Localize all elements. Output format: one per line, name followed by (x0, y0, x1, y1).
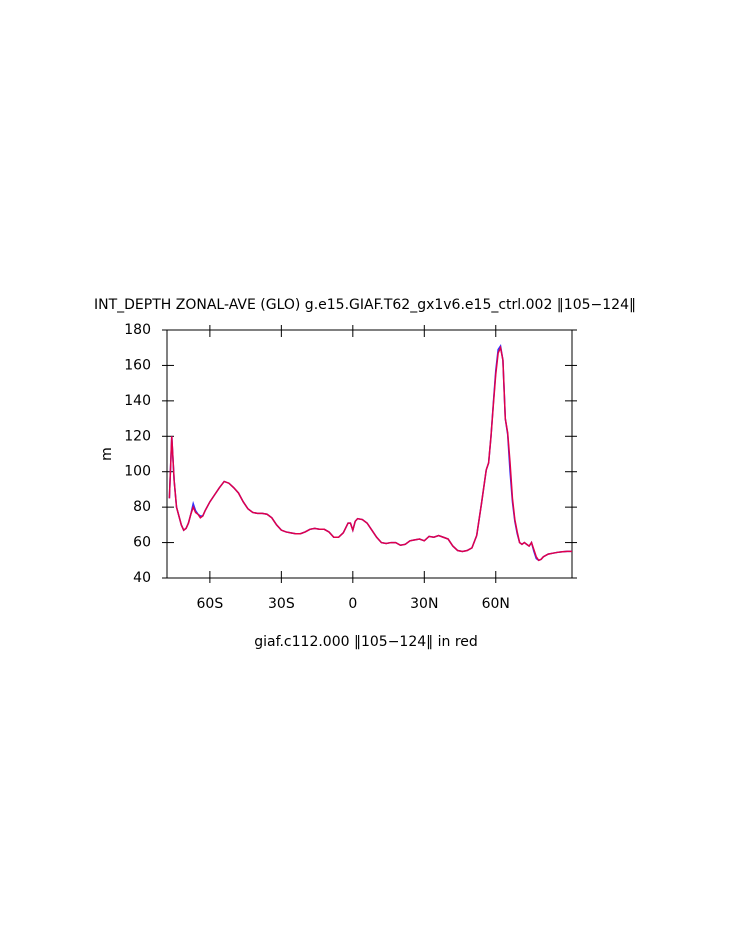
x-tick-label: 0 (348, 596, 357, 612)
x-axis-label: giaf.c112.000 ‖105−124‖ in red (254, 634, 478, 650)
y-tick-label: 140 (124, 393, 151, 409)
x-tick-label: 30S (268, 596, 295, 612)
chart-title: INT_DEPTH ZONAL-AVE (GLO) g.e15.GIAF.T62… (94, 297, 636, 313)
y-axis-label: m (99, 447, 115, 461)
x-tick-label: 60N (482, 596, 510, 612)
y-tick-label: 40 (133, 570, 151, 586)
y-tick-label: 120 (124, 428, 151, 444)
y-tick-label: 80 (133, 499, 151, 515)
plot-frame (166, 329, 573, 579)
y-tick-label: 160 (124, 357, 151, 373)
x-tick-label: 30N (410, 596, 438, 612)
y-tick-label: 60 (133, 535, 151, 551)
y-tick-label: 100 (124, 464, 151, 480)
line-series (168, 345, 572, 562)
x-tick-label: 60S (197, 596, 224, 612)
y-tick-label: 180 (124, 322, 151, 338)
